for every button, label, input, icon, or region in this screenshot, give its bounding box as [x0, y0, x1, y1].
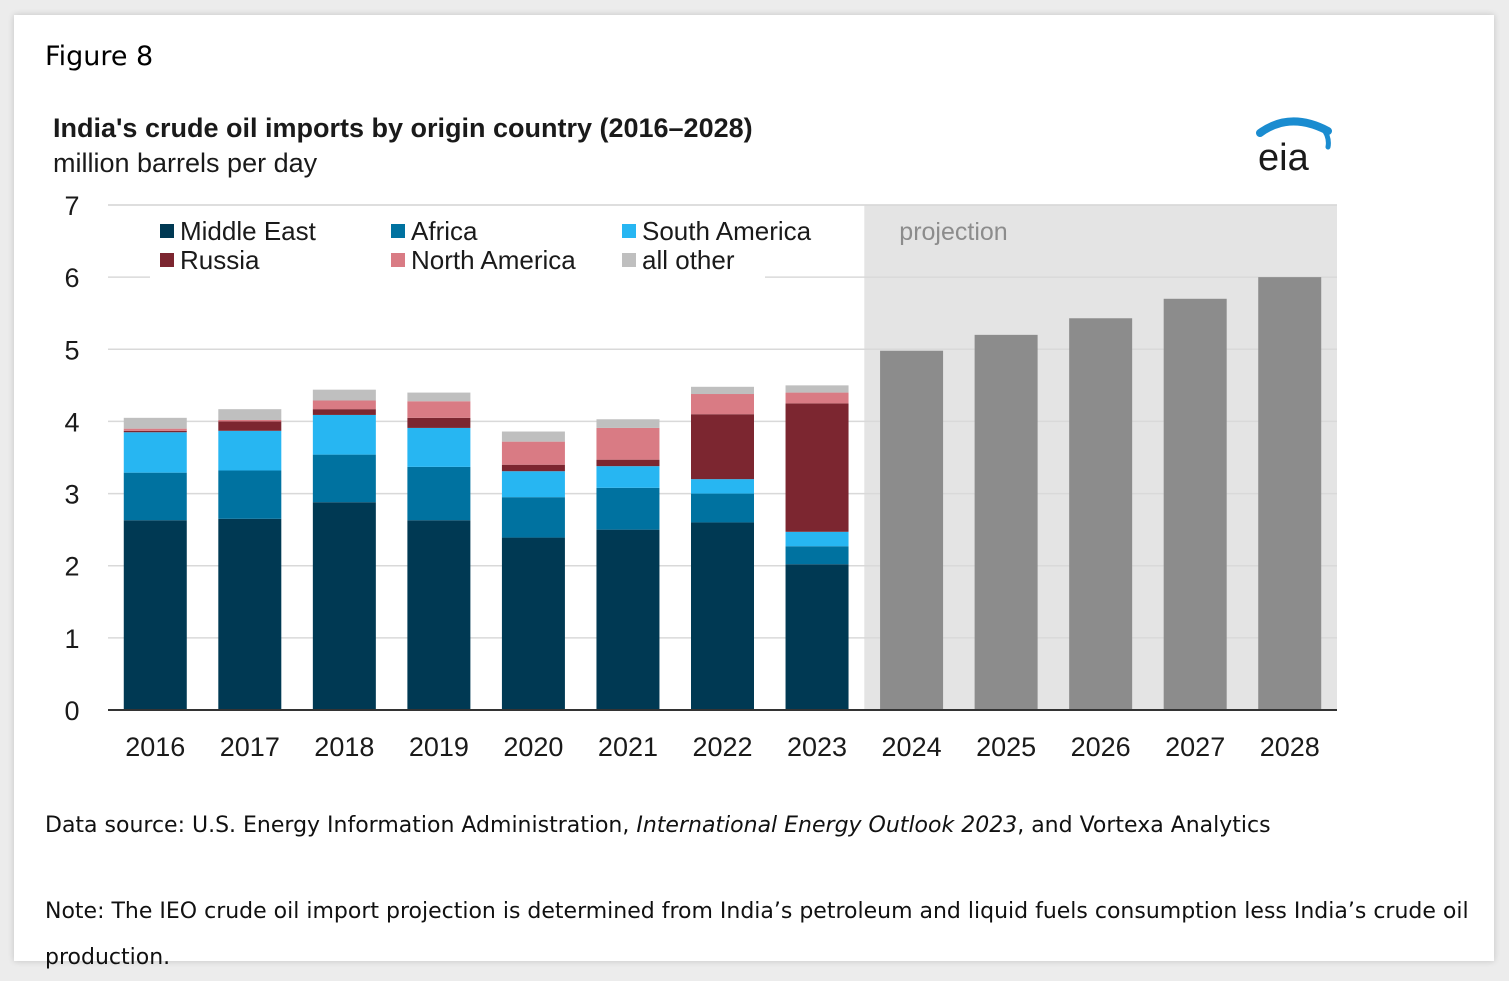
bar-segment — [1069, 318, 1133, 710]
bar-segment — [691, 493, 754, 523]
legend-label: all other — [642, 245, 735, 275]
eia-logo: eia — [1256, 117, 1332, 177]
y-tick-label: 3 — [64, 480, 79, 510]
bar-segment — [312, 400, 376, 410]
legend-label: Africa — [411, 216, 478, 246]
bar-segment — [218, 518, 282, 710]
bar-segment — [1163, 298, 1227, 710]
bar-segment — [785, 385, 849, 393]
eia-logo-text: eia — [1258, 137, 1310, 177]
x-tick-label: 2016 — [125, 732, 185, 762]
x-tick-label: 2020 — [503, 732, 563, 762]
bar-segment — [691, 414, 754, 480]
legend-swatch — [622, 224, 636, 238]
bar-segment — [407, 427, 471, 467]
bar-segment — [312, 454, 376, 503]
x-tick-label: 2023 — [787, 732, 847, 762]
bar-segment — [123, 520, 187, 710]
bar-segment — [407, 392, 471, 402]
bar-segment — [880, 350, 944, 710]
x-tick-label: 2024 — [882, 732, 942, 762]
bar-segment — [1258, 277, 1322, 710]
bar-segment — [596, 459, 660, 467]
x-tick-label: 2018 — [314, 732, 374, 762]
bar-segment — [312, 389, 376, 401]
bar-segment — [407, 417, 471, 428]
legend-label: Middle East — [180, 216, 317, 246]
legend-swatch — [622, 253, 636, 267]
bar-segment — [974, 334, 1038, 710]
y-tick-label: 4 — [64, 407, 79, 437]
bar-segment — [123, 417, 187, 429]
bar-segment — [312, 414, 376, 455]
bar-segment — [501, 431, 565, 442]
y-tick-label: 1 — [64, 624, 79, 654]
bar-segment — [501, 471, 565, 498]
bar-segment — [501, 497, 565, 538]
bar-segment — [785, 531, 849, 547]
chart-title: India's crude oil imports by origin coun… — [53, 113, 753, 143]
y-tick-label: 7 — [64, 191, 79, 221]
chart-subtitle: million barrels per day — [53, 148, 318, 178]
bar-segment — [785, 392, 849, 404]
y-tick-label: 6 — [64, 263, 79, 293]
legend-label: Russia — [180, 245, 260, 275]
x-tick-label: 2028 — [1260, 732, 1320, 762]
y-tick-label: 2 — [64, 552, 79, 582]
bar-segment — [218, 421, 282, 431]
bar-segment — [407, 401, 471, 418]
legend-swatch — [160, 253, 174, 267]
y-tick-label: 0 — [64, 696, 79, 726]
legend-box — [150, 212, 765, 278]
bar-segment — [785, 546, 849, 565]
bar-segment — [123, 432, 187, 473]
bar-segment — [596, 487, 660, 530]
legend-swatch — [160, 224, 174, 238]
chart-note: Note: The IEO crude oil import projectio… — [45, 899, 1469, 970]
legend-label: South America — [642, 216, 812, 246]
legend-label: North America — [411, 245, 576, 275]
bar-segment — [785, 403, 849, 532]
bar-segment — [785, 564, 849, 710]
x-tick-label: 2019 — [409, 732, 469, 762]
bar-segment — [123, 472, 187, 521]
bar-segment — [312, 502, 376, 710]
x-tick-label: 2017 — [220, 732, 280, 762]
bar-segment — [312, 409, 376, 415]
data-source: Data source: U.S. Energy Information Adm… — [45, 813, 1271, 838]
legend-swatch — [391, 253, 405, 267]
bar-segment — [596, 466, 660, 488]
figure-label: Figure 8 — [45, 41, 154, 72]
bar-segment — [123, 428, 187, 431]
bar-segment — [691, 479, 754, 494]
projection-label: projection — [899, 218, 1007, 246]
x-tick-label: 2021 — [598, 732, 658, 762]
bar-segment — [501, 441, 565, 465]
bar-segment — [596, 419, 660, 428]
bar-segment — [691, 522, 754, 710]
y-tick-label: 5 — [64, 335, 79, 365]
bar-segment — [691, 386, 754, 395]
bar-segment — [501, 464, 565, 472]
x-tick-label: 2026 — [1071, 732, 1131, 762]
bar-segment — [407, 466, 471, 521]
data-source-publication: International Energy Outlook 2023 — [636, 813, 1018, 838]
bar-segment — [218, 419, 282, 422]
x-tick-label: 2027 — [1165, 732, 1225, 762]
data-source-suffix: , and Vortexa Analytics — [1017, 813, 1271, 838]
bar-segment — [407, 520, 471, 710]
bar-segment — [596, 427, 660, 460]
bar-segment — [218, 430, 282, 471]
bar-segment — [596, 529, 660, 710]
legend-swatch — [391, 224, 405, 238]
bar-segment — [691, 394, 754, 415]
x-tick-label: 2025 — [976, 732, 1036, 762]
bar-segment — [501, 537, 565, 710]
bar-segment — [218, 409, 282, 420]
bar-segment — [123, 430, 187, 433]
data-source-prefix: Data source: U.S. Energy Information Adm… — [45, 813, 637, 838]
x-tick-label: 2022 — [692, 732, 752, 762]
bar-segment — [218, 470, 282, 519]
